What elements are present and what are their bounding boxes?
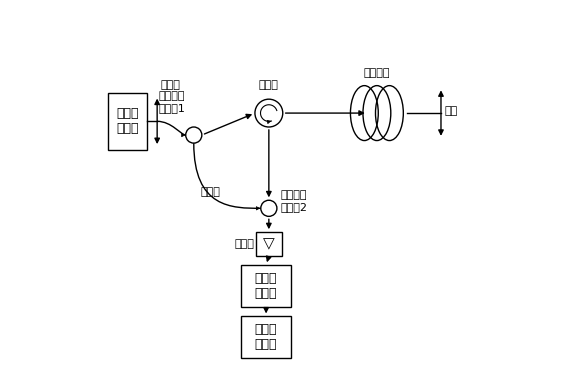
Text: 环行器: 环行器: [259, 80, 279, 90]
Text: 保偏光纤: 保偏光纤: [363, 68, 390, 78]
Text: 保偏光纤
耦合器1: 保偏光纤 耦合器1: [158, 92, 185, 113]
Text: 信号处
理系统: 信号处 理系统: [255, 323, 277, 351]
FancyBboxPatch shape: [242, 316, 291, 358]
Text: 起偏器: 起偏器: [161, 80, 181, 90]
Text: 探测器: 探测器: [234, 239, 254, 249]
FancyBboxPatch shape: [256, 232, 282, 256]
Text: ▽: ▽: [263, 237, 275, 252]
Text: 光外差
接收机: 光外差 接收机: [255, 272, 277, 300]
Text: 参考臂: 参考臂: [200, 187, 220, 197]
Circle shape: [261, 200, 277, 216]
FancyBboxPatch shape: [242, 265, 291, 307]
Text: 保偏光纤
耦合器2: 保偏光纤 耦合器2: [281, 190, 307, 212]
Circle shape: [255, 99, 283, 127]
Text: 线性打
频光源: 线性打 频光源: [116, 107, 139, 135]
Circle shape: [186, 127, 202, 143]
Text: 应力: 应力: [445, 106, 458, 116]
FancyBboxPatch shape: [108, 93, 147, 150]
